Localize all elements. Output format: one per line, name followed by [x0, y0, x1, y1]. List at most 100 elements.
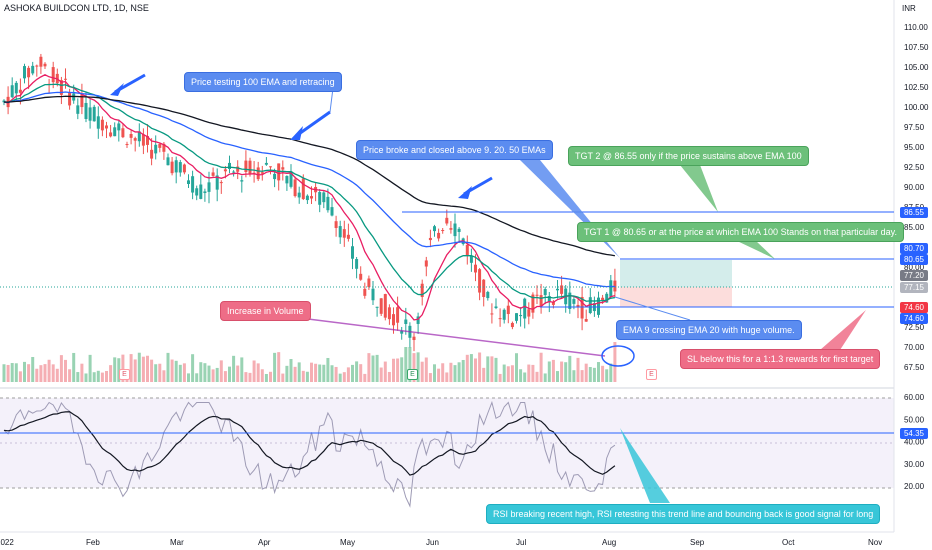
candle-body — [375, 306, 379, 308]
candle-body — [113, 127, 117, 137]
candle-body — [556, 288, 559, 291]
candle-body — [420, 283, 424, 297]
time-axis[interactable]: 2022 Feb Mar Apr May Jun Jul Aug Sep Oct Nov — [0, 538, 882, 547]
volume-bar — [199, 362, 203, 382]
volume-bar — [412, 353, 416, 382]
candle-body — [482, 279, 486, 297]
volume-bar — [424, 357, 428, 382]
earnings-event-icon[interactable]: E — [646, 369, 657, 380]
candle-body — [445, 217, 449, 224]
callout-ema9-cross[interactable]: EMA 9 crossing EMA 20 with huge volume. — [616, 320, 802, 340]
volume-bar — [392, 358, 395, 382]
candle-body — [207, 182, 211, 192]
candle-body — [137, 131, 141, 142]
candle-body — [597, 297, 600, 315]
candle-body — [211, 172, 215, 176]
volume-bar — [584, 363, 588, 382]
candle-body — [141, 134, 145, 146]
volume-bar — [269, 371, 272, 382]
volume-bar — [375, 354, 379, 382]
volume-bar — [211, 369, 215, 382]
candle-body — [498, 318, 502, 320]
arrow-3-head-icon — [458, 186, 472, 199]
candle-body — [273, 173, 277, 180]
symbol-title[interactable]: ASHOKA BUILDCON LTD, 1D, NSE — [4, 3, 149, 13]
volume-bar — [219, 360, 223, 382]
volume-bar — [396, 358, 400, 382]
volume-bar — [23, 361, 26, 382]
volume-bar — [141, 356, 145, 382]
volume-bar — [277, 352, 281, 382]
callout-broke-above[interactable]: Price broke and closed above 9. 20. 50 E… — [356, 140, 553, 160]
candle-body — [59, 80, 63, 95]
volume-bar — [465, 354, 469, 382]
volume-bar — [51, 364, 55, 382]
callout-stop-loss[interactable]: SL below this for a 1:1.3 rewards for fi… — [680, 349, 881, 369]
candle-body — [244, 160, 248, 173]
callout-ema100[interactable]: Price testing 100 EMA and retracing — [184, 72, 342, 92]
earnings-event-icon[interactable]: E — [407, 369, 418, 380]
volume-bar — [252, 360, 256, 382]
rsi-axis[interactable]: 60.00 50.00 40.00 30.00 20.00 — [904, 393, 925, 491]
volume-bar — [39, 365, 43, 382]
volume-bar — [478, 352, 482, 382]
candle-body — [433, 226, 436, 232]
candle-body — [191, 176, 195, 193]
volume-bar — [228, 366, 231, 382]
candle-body — [109, 132, 113, 137]
candle-body — [605, 293, 609, 303]
candle-body — [236, 166, 240, 172]
callout-volume[interactable]: Increase in Volume — [220, 301, 311, 321]
price-axis-label: 92.50 — [904, 163, 925, 172]
volume-bar — [346, 367, 350, 382]
earnings-event-icon[interactable]: E — [119, 369, 130, 380]
rsi-axis-label: 40.00 — [904, 438, 925, 447]
volume-bar — [158, 363, 162, 382]
price-tag-sl-blue: 74.60 — [900, 313, 928, 324]
volume-bar — [551, 359, 555, 382]
volume-bar — [289, 359, 293, 382]
candle-body — [166, 157, 170, 166]
callout-rsi[interactable]: RSI breaking recent high, RSI retesting … — [486, 504, 881, 524]
price-tag-rsi: 54.35 — [900, 428, 928, 439]
candle-body — [203, 191, 207, 194]
volume-bar — [236, 365, 240, 382]
candle-body — [318, 192, 322, 205]
candle-body — [449, 228, 453, 230]
volume-bar — [273, 352, 277, 382]
price-axis-label: 107.50 — [904, 43, 929, 52]
price-tag-sl-red: 74.60 — [900, 302, 928, 313]
callout-tgt2[interactable]: TGT 2 @ 86.55 only if the price sustains… — [568, 146, 809, 166]
volume-bar — [506, 366, 510, 382]
volume-bar — [137, 352, 141, 382]
candle-body — [72, 93, 76, 101]
time-axis-label: Nov — [868, 538, 882, 547]
candle-body — [182, 164, 186, 173]
candle-body — [264, 162, 268, 165]
candle-body — [162, 143, 166, 152]
candle-body — [158, 144, 162, 148]
rsi-lines — [3, 400, 616, 508]
volume-bar — [14, 363, 18, 382]
candle-body — [232, 171, 236, 173]
volume-bar — [404, 347, 408, 382]
volume-bar — [334, 366, 338, 382]
rsi-line — [3, 400, 616, 508]
volume-bar — [207, 365, 211, 382]
price-axis-label: 95.00 — [904, 143, 925, 152]
candle-body — [424, 260, 428, 267]
candle-body — [609, 280, 613, 297]
volume-trend-line[interactable] — [299, 317, 606, 357]
candle-body — [219, 182, 223, 184]
candle-body — [535, 294, 539, 296]
callout-tgt1[interactable]: TGT 1 @ 80.65 or at the price at which E… — [577, 222, 904, 242]
candle-body — [88, 107, 92, 121]
currency-label: INR — [902, 4, 916, 13]
candle-body — [330, 207, 334, 216]
volume-bar — [564, 362, 568, 382]
candle-body — [490, 313, 494, 315]
price-axis-label: 80.00 — [904, 263, 925, 272]
volume-highlight-ellipse[interactable] — [601, 345, 635, 367]
candle-body — [146, 136, 149, 145]
